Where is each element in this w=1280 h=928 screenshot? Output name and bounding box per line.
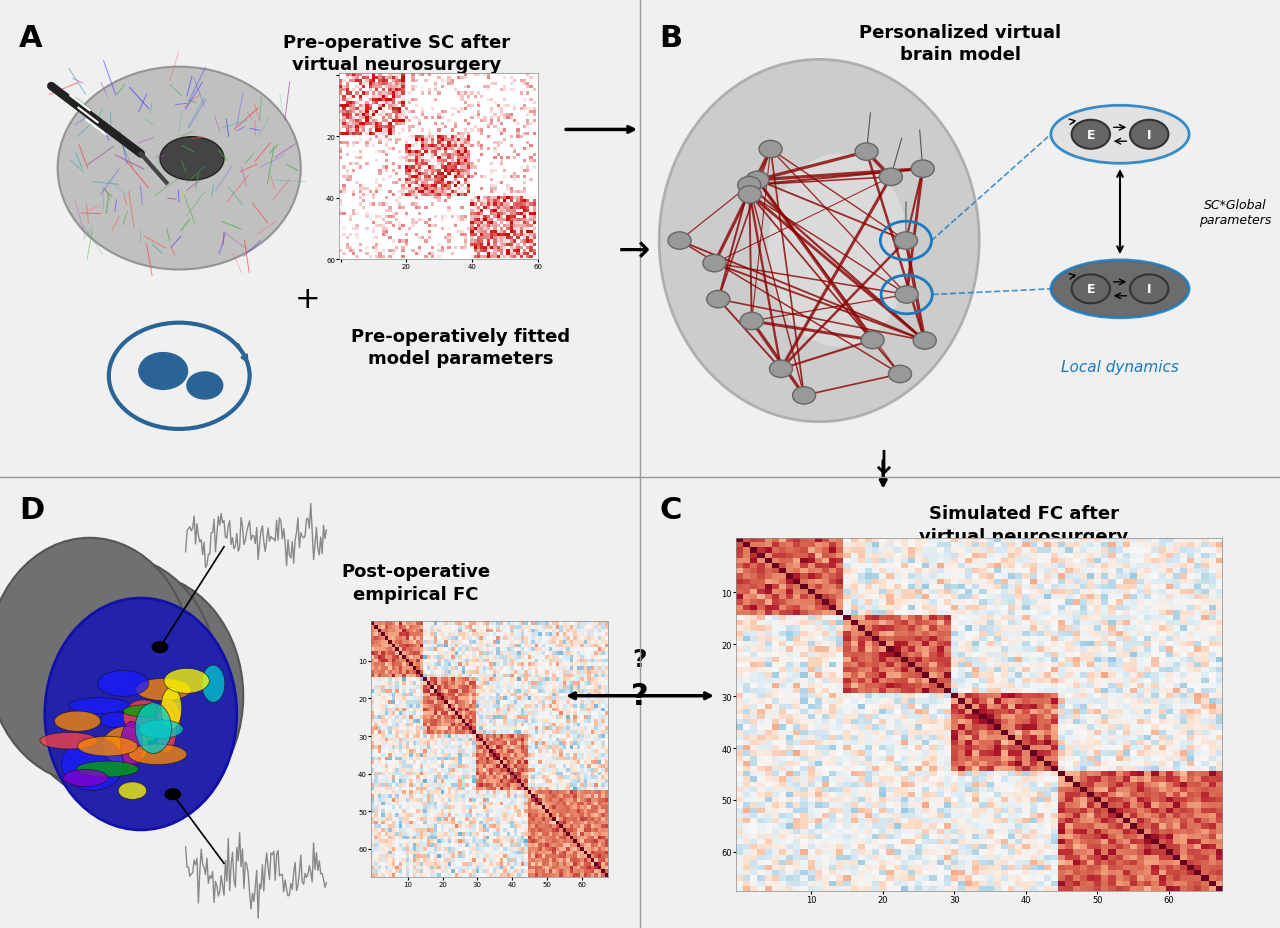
Ellipse shape: [102, 727, 148, 765]
Text: E: E: [1087, 129, 1096, 142]
Circle shape: [740, 313, 763, 330]
Circle shape: [1071, 121, 1110, 149]
Ellipse shape: [768, 154, 909, 347]
Ellipse shape: [138, 720, 183, 739]
Circle shape: [746, 172, 769, 189]
Ellipse shape: [1051, 261, 1189, 318]
Ellipse shape: [78, 737, 138, 756]
Circle shape: [187, 372, 223, 400]
Text: ↓: ↓: [869, 447, 897, 481]
Text: →: →: [617, 232, 650, 269]
Ellipse shape: [61, 738, 124, 791]
Ellipse shape: [202, 665, 225, 702]
Ellipse shape: [161, 688, 182, 729]
Text: Local dynamics: Local dynamics: [1061, 359, 1179, 374]
Ellipse shape: [69, 698, 131, 714]
Text: B: B: [659, 24, 682, 53]
Circle shape: [861, 332, 884, 349]
Text: D: D: [19, 496, 45, 525]
Circle shape: [703, 255, 726, 273]
Ellipse shape: [659, 60, 979, 422]
Text: I: I: [1147, 283, 1152, 296]
Ellipse shape: [38, 574, 243, 818]
Circle shape: [707, 291, 730, 308]
Text: ?: ?: [632, 647, 648, 671]
Circle shape: [1071, 275, 1110, 304]
Ellipse shape: [164, 669, 210, 693]
Circle shape: [769, 361, 792, 378]
Text: E: E: [1087, 283, 1096, 296]
Ellipse shape: [1051, 106, 1189, 164]
Ellipse shape: [120, 722, 143, 768]
Text: A: A: [19, 24, 42, 53]
Ellipse shape: [155, 705, 177, 754]
Circle shape: [1130, 121, 1169, 149]
Circle shape: [792, 387, 815, 405]
Ellipse shape: [55, 711, 101, 731]
Circle shape: [879, 169, 902, 187]
Ellipse shape: [40, 732, 99, 749]
Ellipse shape: [141, 716, 159, 742]
Ellipse shape: [136, 703, 172, 754]
Ellipse shape: [155, 700, 180, 740]
Ellipse shape: [58, 68, 301, 270]
Circle shape: [911, 161, 934, 178]
Circle shape: [152, 642, 168, 652]
Text: Post-operative
empirical FC: Post-operative empirical FC: [342, 562, 490, 603]
Text: C: C: [659, 496, 681, 525]
Circle shape: [913, 332, 936, 350]
Ellipse shape: [45, 599, 237, 830]
Ellipse shape: [123, 705, 173, 717]
Ellipse shape: [128, 744, 187, 765]
Text: SC*Global
parameters: SC*Global parameters: [1199, 199, 1271, 226]
Circle shape: [737, 177, 760, 195]
Text: Pre-operatively fitted
model parameters: Pre-operatively fitted model parameters: [351, 328, 571, 367]
Circle shape: [138, 354, 187, 390]
Ellipse shape: [77, 761, 138, 777]
Circle shape: [759, 141, 782, 159]
Ellipse shape: [118, 782, 147, 800]
Ellipse shape: [136, 678, 191, 701]
Text: Personalized virtual
brain model: Personalized virtual brain model: [859, 24, 1061, 64]
Circle shape: [888, 366, 911, 383]
Text: Pre-operative SC after
virtual neurosurgery: Pre-operative SC after virtual neurosurg…: [283, 33, 511, 74]
Circle shape: [895, 233, 918, 250]
Ellipse shape: [0, 538, 192, 783]
Text: I: I: [1147, 129, 1152, 142]
Ellipse shape: [123, 700, 164, 735]
Text: +: +: [294, 285, 320, 314]
Circle shape: [165, 789, 180, 800]
Ellipse shape: [100, 712, 131, 728]
Text: Simulated FC after
virtual neurosurgery: Simulated FC after virtual neurosurgery: [919, 505, 1129, 545]
Text: ?: ?: [631, 681, 649, 711]
Circle shape: [1130, 275, 1169, 304]
Circle shape: [668, 233, 691, 250]
Circle shape: [895, 287, 918, 303]
Ellipse shape: [63, 769, 108, 787]
Ellipse shape: [13, 556, 218, 801]
Circle shape: [855, 144, 878, 161]
Circle shape: [739, 187, 762, 204]
Ellipse shape: [97, 671, 148, 697]
Ellipse shape: [136, 728, 159, 741]
Ellipse shape: [160, 137, 224, 181]
